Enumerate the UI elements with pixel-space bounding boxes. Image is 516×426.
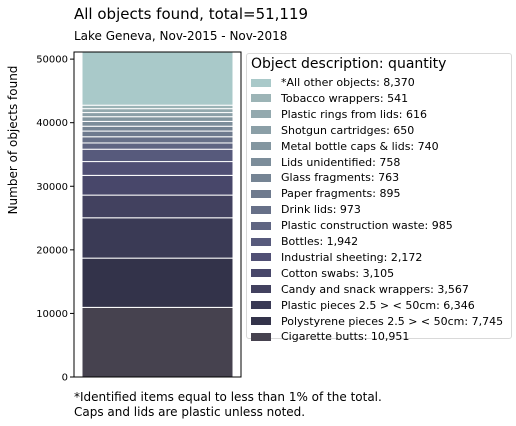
legend-item: *All other objects: 8,370 — [251, 75, 415, 90]
legend-swatch — [251, 94, 271, 102]
legend-swatch — [251, 285, 271, 293]
bar-segment-9 — [82, 137, 233, 143]
legend-label: Glass fragments: 763 — [281, 171, 399, 184]
legend-item: Metal bottle caps & lids: 740 — [251, 139, 439, 154]
legend-title: Object description: quantity — [251, 56, 446, 72]
legend-label: Plastic rings from lids: 616 — [281, 108, 427, 121]
bar-segment-7 — [82, 149, 233, 161]
bar-segment-16 — [82, 105, 233, 108]
legend-swatch — [251, 222, 271, 230]
legend-swatch — [251, 269, 271, 277]
legend-label: Shotgun cartridges: 650 — [281, 124, 414, 137]
footnote-line-2: Caps and lids are plastic unless noted. — [74, 405, 382, 420]
legend-label: Plastic construction waste: 985 — [281, 219, 453, 232]
bar-segment-2 — [82, 258, 233, 307]
legend-label: Cigarette butts: 10,951 — [281, 330, 409, 343]
bar-segment-12 — [82, 121, 233, 126]
legend-item: Cotton swabs: 3,105 — [251, 266, 394, 281]
legend-label: Industrial sheeting: 2,172 — [281, 251, 422, 264]
bar-segment-3 — [82, 218, 233, 258]
legend-item: Plastic rings from lids: 616 — [251, 107, 427, 122]
bar-segment-10 — [82, 131, 233, 137]
y-tick-label-10000: 10000 — [36, 309, 68, 320]
y-tick-label-50000: 50000 — [36, 55, 68, 66]
legend-swatch — [251, 253, 271, 261]
legend-swatch — [251, 190, 271, 198]
legend-label: Lids unidentified: 758 — [281, 156, 400, 169]
legend-item: Bottles: 1,942 — [251, 234, 358, 249]
legend-swatch — [251, 158, 271, 166]
bar-segment-11 — [82, 126, 233, 131]
legend-swatch — [251, 79, 271, 87]
legend-swatch — [251, 110, 271, 118]
legend-label: Bottles: 1,942 — [281, 235, 358, 248]
legend-label: Drink lids: 973 — [281, 203, 361, 216]
bar-segment-5 — [82, 175, 233, 195]
legend-label: Candy and snack wrappers: 3,567 — [281, 283, 469, 296]
legend-swatch — [251, 206, 271, 214]
legend-swatch — [251, 317, 271, 325]
bar-segment-13 — [82, 117, 233, 122]
legend-label: Metal bottle caps & lids: 740 — [281, 140, 439, 153]
legend-swatch — [251, 238, 271, 246]
legend-label: Paper fragments: 895 — [281, 187, 400, 200]
legend-item: Cigarette butts: 10,951 — [251, 329, 409, 344]
footnote-line-1: *Identified items equal to less than 1% … — [74, 390, 382, 405]
legend-label: Plastic pieces 2.5 > < 50cm: 6,346 — [281, 299, 475, 312]
footnote: *Identified items equal to less than 1% … — [74, 390, 382, 420]
legend-item: Polystyrene pieces 2.5 > < 50cm: 7,745 — [251, 314, 503, 329]
legend-item: Plastic construction waste: 985 — [251, 218, 453, 233]
y-tick-label-30000: 30000 — [36, 182, 68, 193]
legend-label: *All other objects: 8,370 — [281, 76, 415, 89]
legend-swatch — [251, 333, 271, 341]
legend-swatch — [251, 301, 271, 309]
bar-segment-4 — [82, 195, 233, 218]
legend-item: Candy and snack wrappers: 3,567 — [251, 282, 469, 297]
bar-segment-6 — [82, 162, 233, 176]
legend-item: Tobacco wrappers: 541 — [251, 91, 408, 106]
legend-label: Tobacco wrappers: 541 — [281, 92, 408, 105]
legend-swatch — [251, 142, 271, 150]
legend-label: Cotton swabs: 3,105 — [281, 267, 394, 280]
bar-segment-17 — [82, 52, 233, 105]
bar-segment-8 — [82, 143, 233, 149]
legend-item: Plastic pieces 2.5 > < 50cm: 6,346 — [251, 298, 475, 313]
y-tick-label-0: 0 — [62, 373, 68, 384]
legend: Object description: quantity *All other … — [246, 53, 512, 339]
bar-segment-1 — [82, 307, 233, 377]
legend-swatch — [251, 174, 271, 182]
y-tick-label-20000: 20000 — [36, 245, 68, 256]
legend-item: Shotgun cartridges: 650 — [251, 123, 414, 138]
legend-item: Industrial sheeting: 2,172 — [251, 250, 422, 265]
legend-item: Glass fragments: 763 — [251, 170, 399, 185]
legend-item: Lids unidentified: 758 — [251, 155, 400, 170]
bar-segment-14 — [82, 113, 233, 117]
legend-label: Polystyrene pieces 2.5 > < 50cm: 7,745 — [281, 315, 503, 328]
legend-item: Paper fragments: 895 — [251, 186, 400, 201]
bar-segment-15 — [82, 109, 233, 113]
legend-swatch — [251, 126, 271, 134]
legend-item: Drink lids: 973 — [251, 202, 361, 217]
y-tick-label-40000: 40000 — [36, 118, 68, 129]
